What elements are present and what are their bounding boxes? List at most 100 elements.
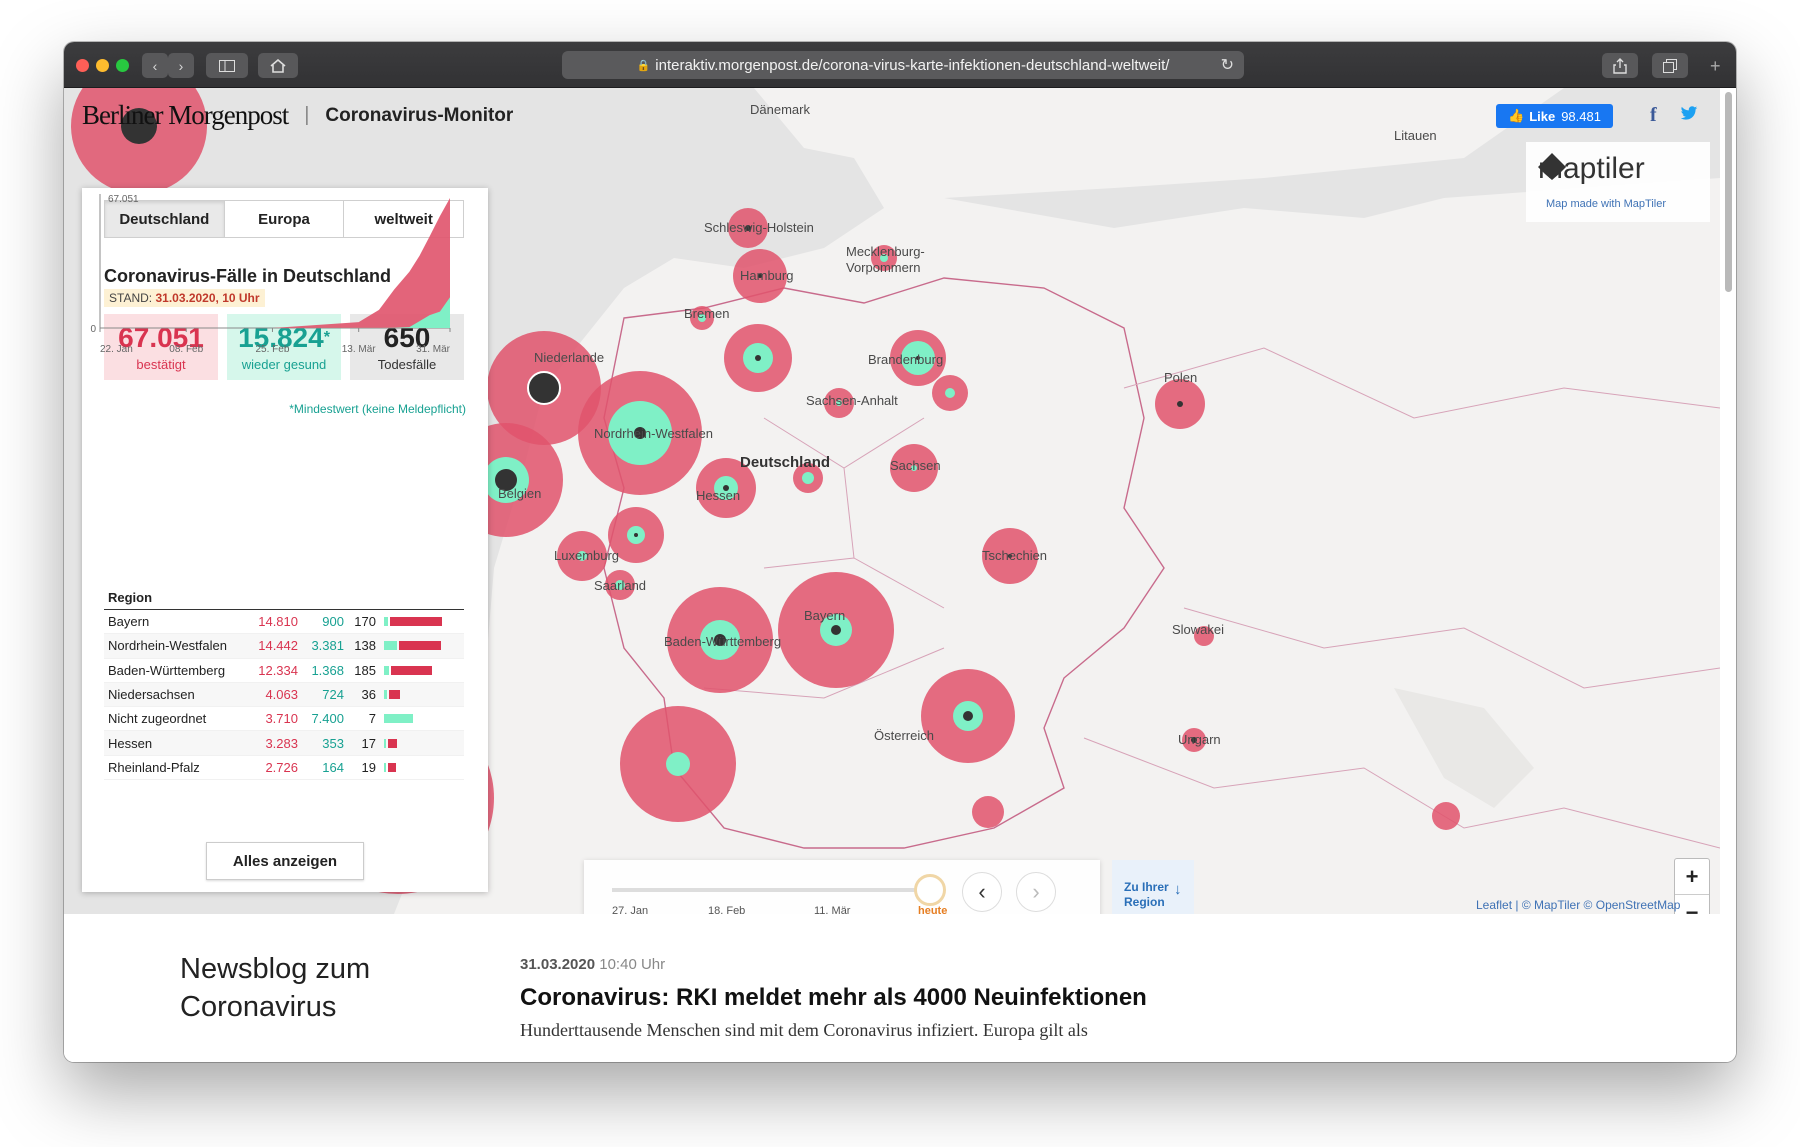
map-label-brandenburg: Brandenburg [868,352,944,367]
bubble-italien-north [972,796,1004,828]
news-headline[interactable]: Coronavirus: RKI meldet mehr als 4000 Ne… [520,984,1147,1011]
bubble-bayern [778,572,894,688]
region-recovered: 1.368 [311,662,344,678]
table-row[interactable]: Niedersachsen 4.063 724 36 [104,682,464,708]
region-recovered: 164 [322,759,344,775]
share-button[interactable] [1602,53,1638,78]
status-date: STAND: 31.03.2020, 10 Uhr [104,289,265,307]
page-scrollbar[interactable] [1725,92,1732,292]
stand-label: STAND: [109,291,153,305]
sidebar-button[interactable] [206,53,248,78]
maptiler-icon [1538,153,1566,180]
x-tick-label: 25. Feb [256,344,290,355]
bubble-ungarn [1182,728,1206,752]
map-label-sachsen: Sachsen [890,458,941,473]
recovered-asterisk: * [323,328,330,346]
site-logo[interactable]: Berliner Morgenpost [82,100,289,130]
timeline-label-3: 11. Mär [814,905,851,914]
newsblog-title-line2: Coronavirus [180,991,337,1023]
zoom-in-button[interactable]: + [1675,859,1709,895]
table-row[interactable]: Rheinland-Pfalz 2.726 164 19 [104,756,464,781]
region-recovered: 353 [322,735,344,751]
map-label-polen: Polen [1164,370,1198,385]
region-confirmed: 2.726 [265,759,298,775]
bubble-thueringen [793,463,823,493]
table-row[interactable]: Nordrhein-Westfalen 14.442 3.381 138 [104,634,464,659]
table-row[interactable]: Baden-Württemberg 12.334 1.368 185 [104,659,464,683]
zoom-out-button[interactable]: − [1685,900,1699,914]
bubble-slowenien [1432,802,1460,830]
region-button-line2: Region [1124,895,1165,909]
x-tick-label: 31. Mär [416,344,451,355]
bubble-brandenburg [932,375,968,411]
maptiler-credit[interactable]: Map made with MapTiler [1546,198,1667,210]
region-deaths: 170 [354,614,376,630]
timeline-next-button[interactable]: › [1016,872,1056,912]
bubble-slowakei [1194,626,1214,646]
bubble-sachsen-anhalt [824,388,854,418]
map[interactable]: Dänemark Litauen Schleswig-Holstein Hamb… [64,88,1720,914]
reload-icon[interactable]: ↻ [1220,57,1234,74]
maptiler-badge[interactable]: maptiler Map made with MapTiler [1526,142,1710,222]
tab-europa[interactable]: Europa [224,201,345,237]
bubble-belgien-nl-north [71,88,207,194]
header-separator: | [304,104,310,126]
region-name: Nicht zugeordnet [108,711,207,727]
to-your-region-button[interactable]: Zu Ihrer Region ↓ [1112,860,1194,914]
bubble-saarland [605,570,635,600]
timeline-prev-button[interactable]: ‹ [962,872,1002,912]
table-row[interactable]: Hessen 3.283 353 17 [104,731,464,756]
table-row[interactable]: Nicht zugeordnet 3.710 7.400 7 [104,707,464,732]
region-name: Nordrhein-Westfalen [108,638,227,654]
region-recovered: 900 [322,614,344,630]
lock-icon: 🔒 [636,59,651,72]
address-bar[interactable]: 🔒 interaktiv.morgenpost.de/corona-virus-… [562,51,1244,79]
minimize-window-button[interactable] [96,59,109,72]
site-header: Berliner Morgenpost | Coronavirus-Monito… [82,100,513,131]
map-label-schleswig: Schleswig-Holstein [704,220,814,235]
map-label-daenemark: Dänemark [750,102,810,117]
home-button[interactable] [258,53,298,78]
new-tab-icon[interactable]: + [1710,56,1721,76]
facebook-like-button[interactable]: 👍 Like 98.481 [1496,104,1613,128]
cases-chart[interactable]: 67.051 0 22. Jan 08. Feb 25. Feb 13. Mär 31. M… [82,188,462,368]
map-label-hessen: Hessen [696,488,741,503]
close-window-button[interactable] [76,59,89,72]
back-button[interactable]: ‹ [142,53,168,78]
region-header: Region [108,590,153,605]
region-recovered: 3.381 [311,638,344,654]
facebook-icon[interactable]: f [1650,104,1657,126]
newsblog-title: Newsblog zum Coronavirus [180,950,370,1026]
region-bar-active [388,762,397,772]
map-label-belgien: Belgien [498,486,542,501]
table-row[interactable]: Bayern 14.810 900 170 [104,610,464,635]
region-confirmed: 14.810 [258,614,298,630]
thumbs-up-icon: 👍 [1508,108,1525,123]
tabs-icon [1663,58,1677,73]
share-icon [1613,57,1627,74]
timeline-track[interactable] [612,888,928,892]
region-bar [384,665,454,675]
region-name: Bayern [108,614,150,630]
chevron-right-icon: › [178,57,184,74]
region-borders [703,347,1720,849]
home-icon [270,58,286,73]
timeline-label-2: 18. Feb [708,905,746,914]
region-bar-recovered [384,738,386,748]
stats-panel: Deutschland Europa weltweit Coronavirus-… [82,188,488,892]
map-attribution[interactable]: Leaflet | © MapTiler © OpenStreetMap con… [1476,898,1681,914]
timeline-box [584,860,1100,914]
forward-button[interactable]: › [168,53,194,78]
zoom-window-button[interactable] [116,59,129,72]
region-confirmed: 14.442 [258,638,298,654]
region-bar [384,738,454,748]
map-label-saarland: Saarland [594,578,647,593]
show-all-button[interactable]: Alles anzeigen [206,842,364,880]
timeline-handle[interactable] [914,874,946,906]
chevron-left-icon: ‹ [978,879,986,904]
recovered-footnote: *Mindestwert (keine Meldepflicht) [289,402,466,416]
news-section: Newsblog zum Coronavirus 31.03.2020 10:4… [64,914,1720,1062]
tab-deutschland[interactable]: Deutschland [105,201,225,237]
bubble-hessen [696,458,756,518]
tabs-overview-button[interactable] [1652,53,1688,78]
